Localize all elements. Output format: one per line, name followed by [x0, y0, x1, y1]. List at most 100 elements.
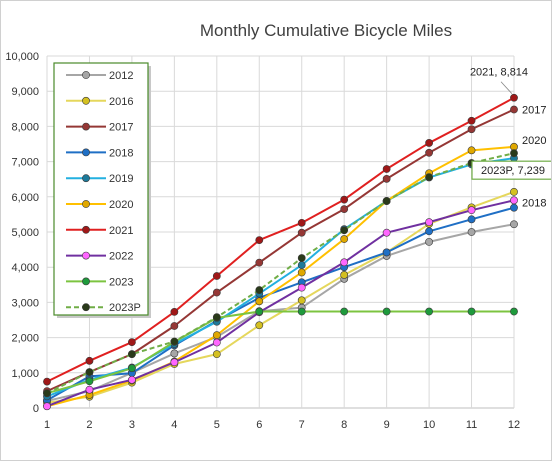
data-point-2017 [425, 148, 433, 157]
legend-marker [82, 71, 90, 79]
data-point-2017 [170, 322, 179, 330]
data-point-2022 [170, 358, 179, 367]
data-point-2023P [85, 368, 94, 376]
data-point-2022 [85, 385, 94, 394]
data-point-2023P [128, 350, 136, 359]
series-2021 [43, 93, 518, 386]
data-point-2016 [340, 271, 349, 279]
data-point-2017 [297, 228, 306, 237]
x-tick-label: 3 [129, 419, 135, 431]
series-2017 [43, 105, 518, 396]
legend-marker [82, 96, 90, 105]
legend-item-2021: 2021 [66, 225, 133, 237]
data-point-2022 [128, 375, 136, 384]
annotation-2021-label: 2021, 8,814 [470, 67, 528, 79]
data-point-2020 [297, 268, 306, 277]
series-line-2023 [46, 310, 514, 395]
legend-item-2016: 2016 [66, 96, 133, 108]
data-point-2023 [128, 364, 136, 373]
data-point-2023 [255, 307, 264, 316]
series-2020 [43, 142, 518, 411]
data-point-2021 [170, 308, 179, 316]
data-point-2022 [43, 402, 51, 411]
x-tick-label: 10 [423, 419, 435, 431]
series-2023P [43, 149, 518, 398]
y-tick-label: 9,000 [11, 86, 39, 98]
annotation-2017-label: 2017 [522, 105, 546, 117]
data-point-2022 [212, 338, 221, 347]
legend-marker [82, 200, 90, 208]
data-point-2021 [297, 218, 306, 227]
x-tick-label: 8 [341, 419, 347, 431]
x-tick-label: 11 [466, 419, 477, 431]
data-point-2019 [297, 261, 306, 269]
y-tick-label: 8,000 [11, 121, 39, 133]
data-point-2016 [297, 296, 306, 305]
data-point-2017 [340, 205, 349, 214]
data-point-2020 [467, 146, 476, 155]
legend-item-2018: 2018 [66, 147, 133, 159]
data-point-2018 [467, 215, 476, 224]
annotation-2023p-label: 2023P, 7,239 [481, 165, 545, 177]
x-tick-label: 12 [508, 419, 520, 431]
data-point-2023 [467, 307, 476, 316]
series-group [43, 93, 518, 411]
legend-marker [82, 277, 90, 286]
y-tick-label: 4,000 [11, 262, 39, 274]
data-point-2021 [425, 139, 433, 147]
x-tick-label: 6 [256, 419, 262, 431]
data-point-2017 [510, 105, 518, 114]
data-point-2023 [297, 307, 306, 316]
legend-label: 2016 [109, 96, 133, 108]
x-axis-ticks: 1 2 3 4 5 6 7 8 9 10 11 12 [44, 419, 520, 431]
data-point-2021 [85, 356, 94, 365]
legend-item-2017: 2017 [66, 122, 133, 134]
legend-item-2012: 2012 [66, 70, 133, 82]
series-line-2020 [46, 145, 515, 408]
legend-label: 2023 [109, 276, 133, 288]
annotation-2021-leader [500, 81, 513, 95]
data-point-2018 [510, 203, 518, 212]
annotation-2018-label: 2018 [522, 198, 546, 210]
data-point-2021 [212, 272, 221, 280]
y-tick-label: 5,000 [11, 227, 39, 239]
data-point-2020 [340, 235, 349, 243]
legend-label: 2020 [109, 199, 133, 211]
data-point-2023P [43, 389, 51, 398]
data-point-2021 [382, 165, 391, 173]
legend-label: 2023P [109, 302, 141, 314]
data-point-2016 [510, 187, 518, 196]
data-point-2017 [255, 258, 264, 267]
data-point-2021 [510, 93, 518, 102]
data-point-2021 [43, 377, 51, 386]
legend-marker [82, 148, 90, 157]
data-point-2021 [128, 338, 136, 347]
data-point-2022 [340, 258, 349, 267]
legend-marker [82, 251, 90, 260]
legend-item-2019: 2019 [66, 173, 133, 185]
x-tick-label: 2 [86, 419, 92, 431]
data-point-2017 [467, 125, 476, 134]
data-point-2020 [212, 331, 221, 340]
data-point-2017 [212, 288, 221, 297]
legend-marker [82, 303, 90, 312]
data-point-2021 [340, 195, 349, 204]
data-point-2023P [510, 149, 518, 158]
data-point-2016 [255, 321, 264, 330]
data-point-2023P [425, 173, 433, 181]
legend-marker [82, 225, 90, 234]
data-point-2023P [255, 286, 264, 294]
legend-label: 2019 [109, 173, 133, 185]
annotations: 2021, 8,814 2017 2020 2018 2023P, 7,239 [470, 67, 552, 210]
y-tick-label: 2,000 [11, 333, 39, 345]
series-line-2023P [46, 152, 515, 395]
legend-label: 2012 [109, 70, 133, 82]
annotation-2023p-box [471, 160, 552, 180]
data-point-2023 [510, 307, 518, 316]
legend-marker [82, 122, 90, 131]
x-tick-label: 1 [44, 419, 50, 431]
legend-item-2022: 2022 [66, 251, 133, 263]
annotation-2020-label: 2020 [522, 135, 546, 147]
x-tick-label: 4 [171, 419, 177, 431]
